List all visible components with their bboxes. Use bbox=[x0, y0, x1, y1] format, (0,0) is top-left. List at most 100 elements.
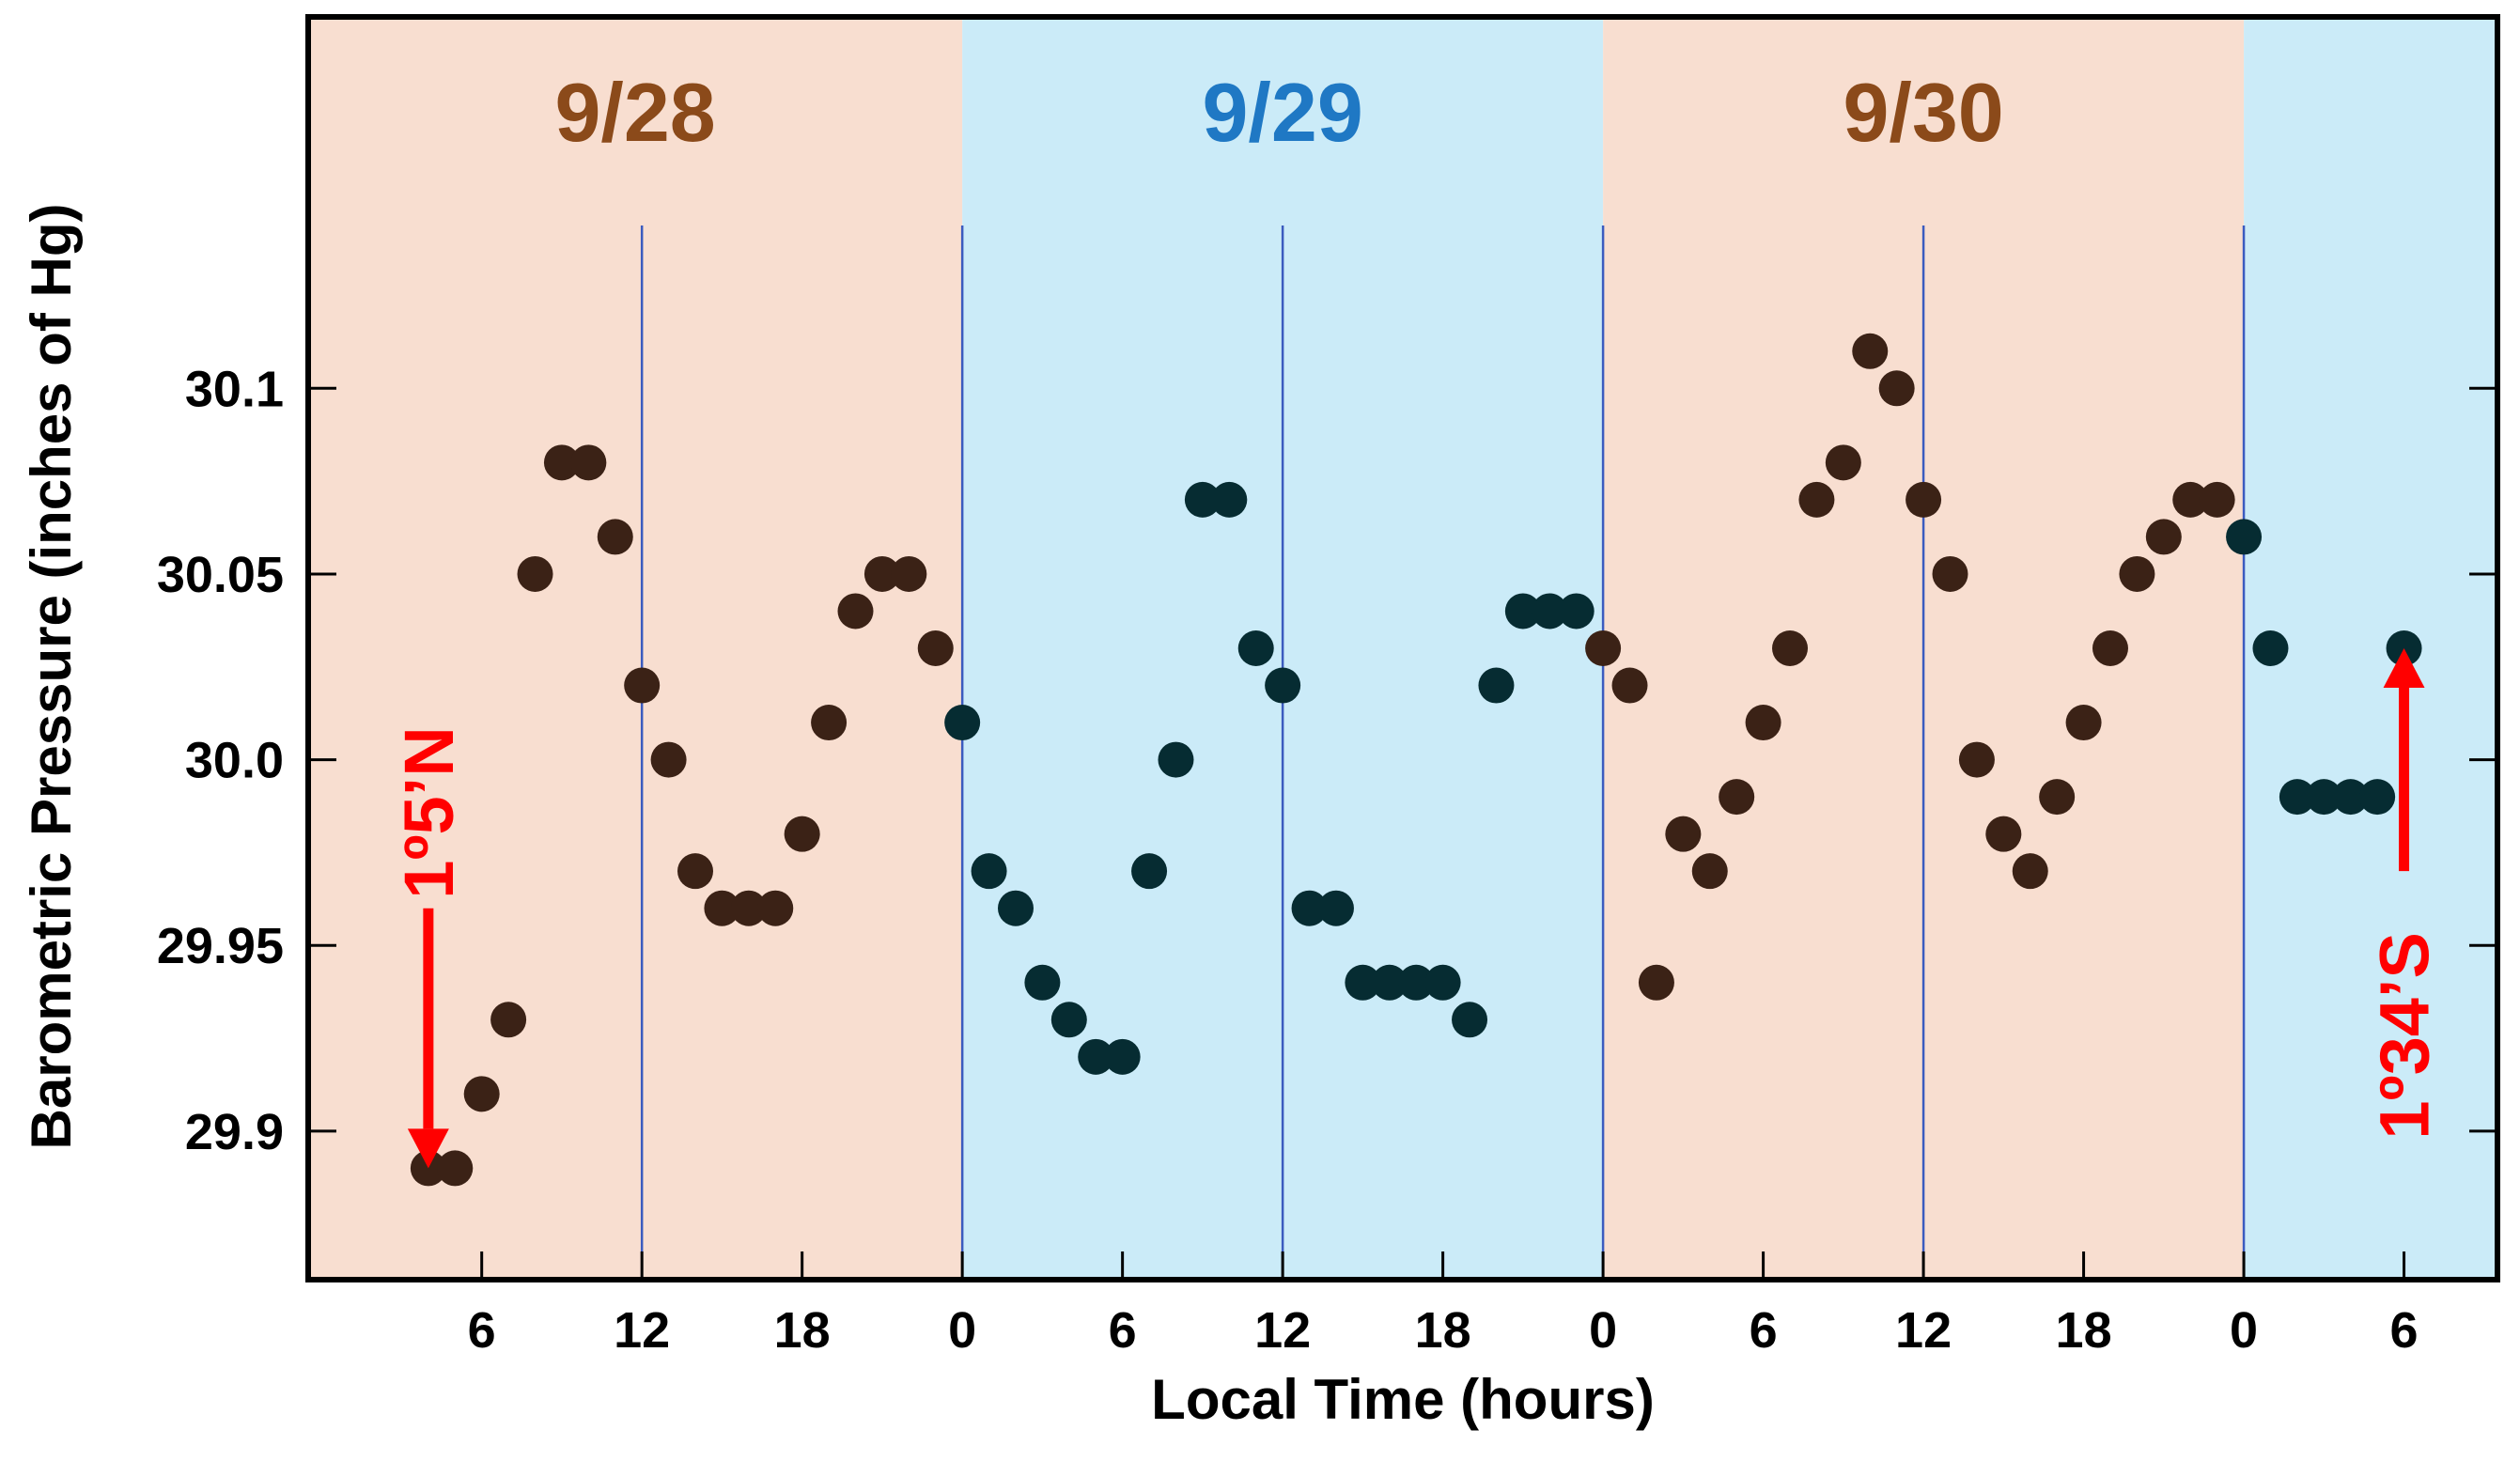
x-tick-label: 6 bbox=[1750, 1302, 1778, 1359]
data-point bbox=[463, 1076, 500, 1112]
data-point bbox=[490, 1002, 527, 1038]
data-point bbox=[730, 890, 767, 926]
data-point bbox=[1906, 481, 1942, 518]
data-point bbox=[2359, 779, 2396, 816]
plot-frame bbox=[305, 14, 2500, 1282]
data-point bbox=[1638, 964, 1674, 1001]
data-point bbox=[1611, 667, 1648, 704]
y-axis-title: Barometric Pressure (inches of Hg) bbox=[20, 204, 83, 1150]
x-tick-label: 18 bbox=[2056, 1302, 2112, 1359]
y-tick-label: 30.1 bbox=[185, 361, 284, 417]
x-tick-label: 0 bbox=[948, 1302, 976, 1359]
data-point bbox=[2145, 519, 2182, 555]
x-axis-title: Local Time (hours) bbox=[1151, 1368, 1655, 1431]
data-point bbox=[1958, 741, 1995, 778]
data-point bbox=[1532, 593, 1568, 629]
data-point bbox=[971, 853, 1007, 890]
data-point bbox=[917, 630, 954, 666]
axis-ticks bbox=[308, 386, 2497, 1280]
data-point bbox=[677, 853, 714, 890]
data-point bbox=[2306, 779, 2342, 816]
data-point bbox=[784, 816, 820, 852]
data-point bbox=[997, 890, 1034, 926]
data-point bbox=[2012, 853, 2048, 890]
y-tick-label: 29.95 bbox=[157, 918, 284, 974]
data-point bbox=[1024, 964, 1061, 1001]
day-divider-lines bbox=[640, 225, 2246, 1280]
day-band bbox=[308, 17, 963, 1280]
data-point bbox=[2226, 519, 2263, 555]
data-point bbox=[1104, 1038, 1141, 1075]
data-point bbox=[1691, 853, 1728, 890]
x-tick-label: 6 bbox=[1109, 1302, 1137, 1359]
data-point bbox=[1665, 816, 1702, 852]
data-point bbox=[543, 444, 580, 481]
data-point bbox=[1265, 667, 1301, 704]
data-point bbox=[1452, 1002, 1488, 1038]
x-tick-label: 12 bbox=[1254, 1302, 1311, 1359]
x-tick-label: 0 bbox=[1589, 1302, 1617, 1359]
data-point bbox=[704, 890, 740, 926]
data-point bbox=[624, 667, 661, 704]
y-tick-label: 30.05 bbox=[157, 547, 284, 603]
data-point bbox=[1211, 481, 1248, 518]
data-point bbox=[2065, 705, 2102, 741]
data-point bbox=[1852, 333, 1889, 369]
data-point bbox=[650, 741, 687, 778]
data-point bbox=[1745, 705, 1781, 741]
tick-labels: 6 12 18 0 6 12 18 0 6 12 18 0 6 29.9 29.95 30.0 30.05 30.… bbox=[157, 361, 2419, 1359]
x-tick-label: 6 bbox=[2390, 1302, 2419, 1359]
annotation-arrowhead bbox=[2383, 648, 2425, 688]
data-point bbox=[1478, 667, 1515, 704]
data-point bbox=[2119, 555, 2155, 592]
day-bands bbox=[308, 17, 2497, 1280]
data-point bbox=[2199, 481, 2235, 518]
latitude-label: 1º34’S bbox=[2366, 932, 2444, 1139]
x-tick-label: 6 bbox=[468, 1302, 496, 1359]
data-point bbox=[1772, 630, 1809, 666]
data-point bbox=[1558, 593, 1594, 629]
data-point bbox=[1798, 481, 1835, 518]
day-label: 9/30 bbox=[1843, 66, 2003, 159]
latitude-label: 1º5’N bbox=[390, 726, 468, 898]
latitude-annotations: 1º5’N 1º34’S bbox=[390, 648, 2444, 1169]
data-point bbox=[811, 705, 848, 741]
data-point bbox=[757, 890, 794, 926]
data-point bbox=[1985, 816, 2022, 852]
data-point bbox=[1291, 890, 1328, 926]
data-point bbox=[1825, 444, 1861, 481]
data-point bbox=[1237, 630, 1274, 666]
data-point bbox=[2279, 779, 2315, 816]
data-point bbox=[863, 555, 900, 592]
data-point bbox=[1719, 779, 1755, 816]
data-point bbox=[1184, 481, 1221, 518]
x-tick-label: 18 bbox=[774, 1302, 831, 1359]
data-point bbox=[2252, 630, 2289, 666]
data-point bbox=[1050, 1002, 1087, 1038]
y-tick-label: 29.9 bbox=[185, 1104, 284, 1160]
x-tick-label: 0 bbox=[2230, 1302, 2258, 1359]
data-point bbox=[2172, 481, 2209, 518]
data-point bbox=[437, 1150, 474, 1187]
data-point bbox=[1131, 853, 1168, 890]
day-label: 9/29 bbox=[1202, 66, 1362, 159]
data-point bbox=[2039, 779, 2076, 816]
y-tick-label: 30.0 bbox=[185, 733, 284, 789]
data-point bbox=[891, 555, 927, 592]
x-tick-label: 12 bbox=[614, 1302, 670, 1359]
data-point bbox=[1878, 370, 1915, 407]
x-tick-label: 18 bbox=[1415, 1302, 1471, 1359]
data-point bbox=[1585, 630, 1622, 666]
data-point bbox=[944, 705, 981, 741]
data-point bbox=[1078, 1038, 1114, 1075]
data-point bbox=[570, 444, 607, 481]
day-label: 9/28 bbox=[554, 66, 715, 159]
data-point bbox=[1932, 555, 1968, 592]
x-tick-label: 12 bbox=[1895, 1302, 1952, 1359]
day-labels: 9/28 9/29 9/30 bbox=[554, 66, 2003, 159]
data-point bbox=[1398, 964, 1435, 1001]
data-point bbox=[2332, 779, 2369, 816]
data-point bbox=[1504, 593, 1541, 629]
annotation-arrowhead bbox=[407, 1128, 449, 1169]
data-point bbox=[837, 593, 874, 629]
